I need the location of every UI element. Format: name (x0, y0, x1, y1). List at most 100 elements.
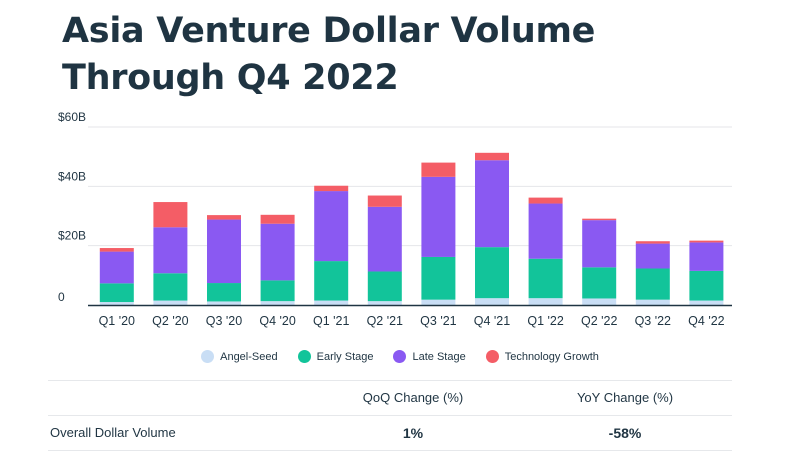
bar-stack (582, 218, 617, 305)
y-tick-label: $20B (58, 229, 86, 243)
bar-segment-technology-growth (528, 197, 563, 204)
legend-label-late-stage: Late Stage (412, 350, 466, 363)
bar-segment-technology-growth (582, 218, 617, 221)
legend-item-angel-seed: Angel-Seed (201, 350, 278, 363)
bar-segment-angel-seed (582, 298, 617, 305)
bar-segment-technology-growth (314, 185, 349, 192)
bar-segment-late-stage (635, 243, 670, 269)
x-tick-label: Q1 '21 (313, 314, 349, 328)
bar-segment-early-stage (207, 283, 241, 302)
x-tick-label: Q3 '20 (206, 314, 242, 328)
bar-stack (689, 240, 724, 305)
qoq-value: 1% (402, 425, 424, 441)
legend-item-technology-growth: Technology Growth (485, 350, 599, 363)
bar-segment-late-stage (153, 227, 188, 274)
bar-stack (367, 195, 402, 305)
bar-segment-late-stage (475, 160, 509, 248)
bar-stack (528, 197, 563, 305)
bar-segment-angel-seed (99, 302, 134, 305)
bar-segment-early-stage (475, 247, 509, 299)
bar-segment-late-stage (207, 219, 241, 284)
bar-segment-late-stage (528, 203, 563, 259)
x-tick-label: Q2 '22 (581, 314, 617, 328)
legend-swatch-technology-growth (485, 350, 499, 363)
bar-stack (635, 241, 670, 305)
bar-segment-early-stage (528, 258, 563, 299)
y-tick-label: $60B (58, 110, 86, 124)
bar-segment-early-stage (689, 270, 724, 301)
bar-segment-late-stage (421, 176, 456, 257)
bar-segment-angel-seed (421, 299, 456, 305)
bar-segment-early-stage (421, 256, 456, 300)
row-label: Overall Dollar Volume (50, 425, 176, 440)
bar-segment-late-stage (260, 223, 295, 281)
legend-label-angel-seed: Angel-Seed (220, 350, 278, 363)
gridlines (88, 126, 732, 247)
table-row: Overall Dollar Volume 1% -58% (48, 416, 732, 451)
change-table: QoQ Change (%) YoY Change (%) Overall Do… (48, 380, 732, 451)
bar-segment-technology-growth (475, 152, 509, 161)
bar-segment-technology-growth (421, 162, 456, 177)
legend-label-technology-growth: Technology Growth (504, 350, 599, 363)
x-tick-label: Q4 '22 (688, 314, 724, 328)
x-tick-label: Q1 '22 (527, 314, 563, 328)
yoy-value: -58% (608, 425, 642, 441)
bar-segment-technology-growth (367, 195, 402, 207)
bar-segment-late-stage (582, 220, 617, 268)
legend-swatch-angel-seed (201, 350, 215, 363)
bar-segment-angel-seed (528, 298, 563, 305)
bar-stack (421, 162, 456, 305)
x-tick-label: Q3 '22 (635, 314, 671, 328)
x-axis-ticks: Q1 '20 Q2 '20 Q3 '20 Q4 '20 Q1 '21 Q2 '21 Q3 '… (99, 314, 725, 328)
bar-stack (314, 185, 349, 305)
bar-segment-early-stage (367, 271, 402, 302)
legend: Angel-Seed Early Stage Late Stage Techno… (0, 350, 800, 363)
bar-segment-early-stage (153, 273, 188, 301)
bar-stack (260, 214, 295, 305)
header-yoy-change: YoY Change (%) (576, 390, 674, 405)
bar-segment-early-stage (635, 268, 670, 300)
x-tick-label: Q2 '20 (152, 314, 188, 328)
bar-segment-late-stage (689, 242, 724, 271)
legend-label-early-stage: Early Stage (316, 350, 374, 363)
bar-segment-technology-growth (689, 240, 724, 243)
chart-title: Asia Venture Dollar Volume Through Q4 20… (62, 11, 596, 98)
bar-segment-angel-seed (314, 300, 349, 305)
bar-segment-angel-seed (689, 300, 724, 305)
bar-segment-early-stage (99, 283, 134, 303)
header-qoq-change: QoQ Change (%) (362, 390, 464, 405)
x-tick-label: Q3 '21 (420, 314, 456, 328)
x-tick-label: Q1 '20 (99, 314, 135, 328)
y-axis-ticks: $60B $40B $20B 0 (58, 110, 86, 304)
bar-segment-angel-seed (475, 298, 509, 305)
bar-stack (153, 202, 188, 305)
bar-stack (207, 215, 241, 305)
legend-swatch-late-stage (393, 350, 407, 363)
bar-segment-early-stage (260, 280, 295, 302)
bar-segment-early-stage (314, 261, 349, 301)
legend-item-late-stage: Late Stage (393, 350, 466, 363)
bar-stack (475, 152, 509, 305)
bar-segment-angel-seed (207, 301, 241, 305)
y-tick-label: 0 (58, 290, 65, 304)
bar-segment-technology-growth (635, 241, 670, 244)
y-tick-label: $40B (58, 169, 86, 183)
bar-segment-late-stage (314, 191, 349, 262)
bar-segment-technology-growth (99, 248, 134, 252)
bar-segment-angel-seed (635, 299, 670, 305)
legend-swatch-early-stage (297, 350, 311, 363)
bar-segment-late-stage (99, 251, 134, 284)
bar-segment-angel-seed (153, 300, 188, 305)
bar-segment-angel-seed (367, 301, 402, 305)
x-tick-label: Q2 '21 (367, 314, 403, 328)
bar-segment-technology-growth (207, 215, 241, 220)
legend-item-early-stage: Early Stage (297, 350, 374, 363)
bars (99, 152, 724, 305)
bar-segment-early-stage (582, 267, 617, 299)
x-tick-label: Q4 '20 (259, 314, 295, 328)
x-tick-label: Q4 '21 (474, 314, 510, 328)
bar-segment-angel-seed (260, 301, 295, 305)
bar-segment-late-stage (367, 206, 402, 272)
bar-segment-technology-growth (260, 214, 295, 224)
